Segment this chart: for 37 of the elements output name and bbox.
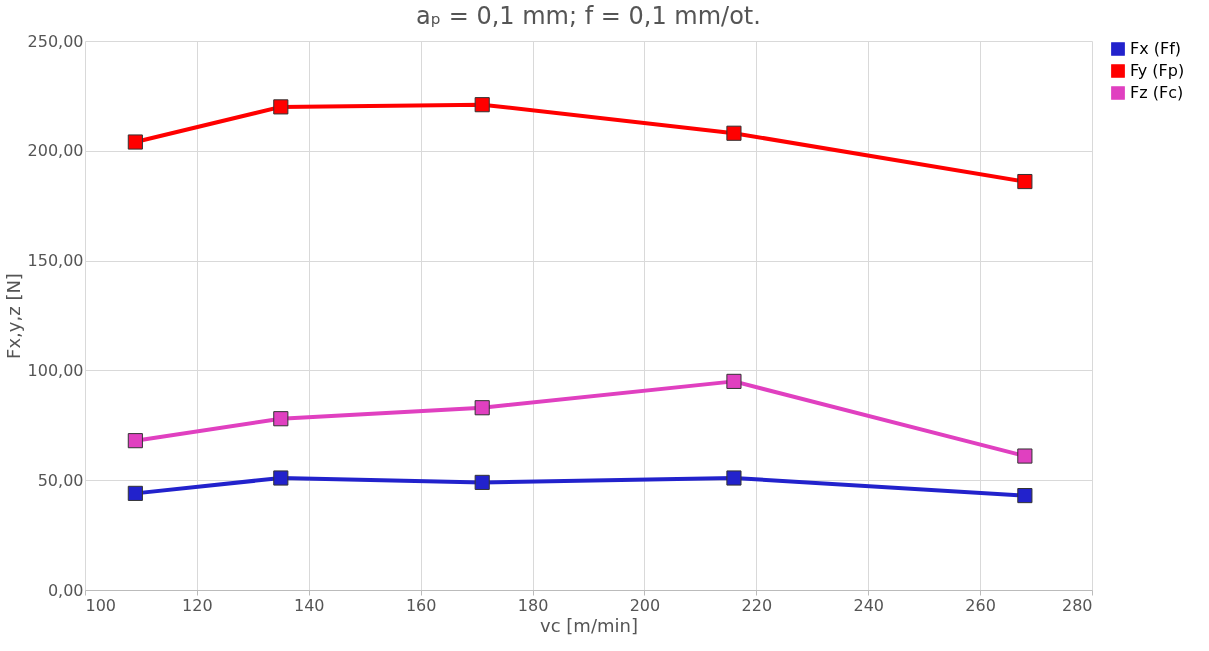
y-tick-label: 100,00 — [27, 360, 84, 380]
point — [273, 411, 289, 427]
y-tick-label: 0,00 — [47, 580, 84, 600]
x-tick-label: 140 — [294, 595, 325, 615]
point — [273, 470, 289, 486]
point — [726, 470, 742, 486]
x-axis-title: vc [m/min] — [540, 614, 638, 636]
point — [474, 400, 490, 416]
x-tick-label: 200 — [629, 595, 661, 615]
y-tick-label: 150,00 — [27, 251, 84, 271]
point — [127, 134, 143, 150]
y-tick-label: 50,00 — [37, 470, 84, 490]
x-tick-label: 180 — [517, 595, 549, 615]
y-axis-title: Fx,y,z [N] — [2, 273, 24, 359]
point — [726, 125, 742, 141]
x-tick-label: 220 — [741, 595, 773, 615]
point — [127, 433, 143, 449]
chart-title: aₚ = 0,1 mm; f = 0,1 mm/ot. — [416, 2, 761, 30]
x-tick-label: 100 — [85, 595, 117, 615]
point — [474, 97, 490, 113]
point — [273, 99, 289, 115]
x-tick-label: 240 — [853, 595, 884, 615]
y-tick-label: 250,00 — [27, 31, 84, 51]
point — [127, 485, 143, 501]
point — [474, 474, 490, 490]
x-tick-label: 160 — [405, 595, 437, 615]
legend-label: Fy (Fp) — [1130, 61, 1185, 80]
point — [726, 373, 742, 389]
point — [1017, 488, 1033, 504]
x-tick-label: 120 — [182, 595, 213, 615]
point — [1017, 448, 1033, 464]
x-tick-label: 280 — [1061, 595, 1093, 615]
point — [1017, 173, 1033, 190]
legend-label: Fz (Fc) — [1130, 83, 1184, 102]
x-tick-label: 260 — [965, 595, 996, 615]
legend-label: Fx (Ff) — [1130, 39, 1182, 58]
y-tick-label: 200,00 — [27, 141, 84, 161]
